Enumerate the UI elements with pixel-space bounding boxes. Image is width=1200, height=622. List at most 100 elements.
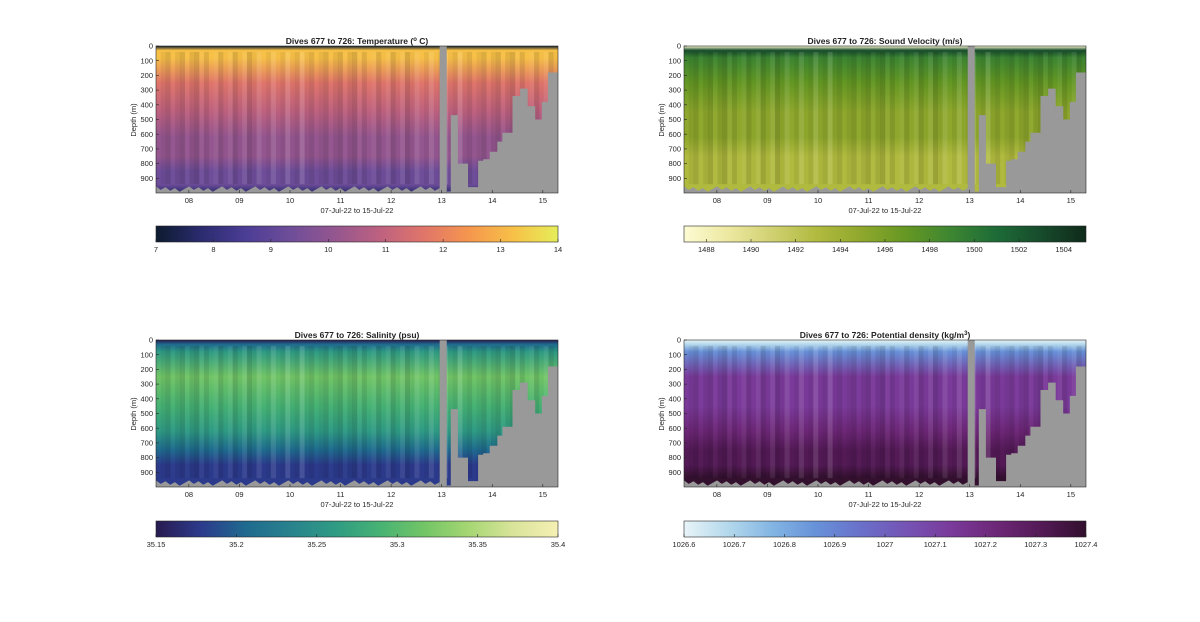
density-x-axis-label: 07-Jul-22 to 15-Jul-22	[849, 500, 922, 509]
density-dive-column	[956, 345, 962, 479]
salinity-dive-column	[381, 346, 386, 478]
temperature-dive-column	[309, 51, 315, 185]
temperature-x-tick-label: 08	[185, 196, 193, 205]
temperature-dive-column	[337, 51, 343, 185]
salinity-dive-column	[227, 345, 233, 479]
salinity-dive-column	[481, 345, 487, 479]
salinity-y-tick-label: 400	[140, 394, 153, 403]
temperature-dive-column	[290, 52, 295, 184]
temperature-dive-column	[294, 51, 300, 185]
salinity-dive-column	[424, 345, 430, 479]
salinity-y-tick-label: 100	[140, 350, 153, 359]
temperature-colorbar-tick-label: 13	[496, 245, 504, 254]
sound-velocity-colorbar-tick-label: 1494	[832, 245, 849, 254]
sound-velocity-dive-column	[765, 52, 770, 184]
salinity-y-tick-label: 0	[149, 336, 153, 345]
sound-velocity-dive-column	[751, 52, 756, 184]
temperature-y-axis-label: Depth (m)	[129, 103, 138, 137]
density-dive-column	[755, 345, 761, 479]
density-dive-column	[804, 346, 809, 478]
density-x-tick-label: 15	[1067, 490, 1075, 499]
density-dive-column	[693, 345, 699, 479]
sound-velocity-colorbar-tick-label: 1504	[1055, 245, 1072, 254]
temperature-x-tick-label: 12	[387, 196, 395, 205]
sound-velocity-dive-column	[856, 52, 861, 184]
density-dive-column	[952, 345, 958, 479]
salinity-y-axis-label: Depth (m)	[129, 397, 138, 431]
sound-velocity-y-tick-label: 0	[677, 42, 681, 51]
sound-velocity-dive-column	[899, 51, 905, 185]
salinity-dive-column	[304, 346, 309, 478]
density-dive-column	[856, 346, 861, 478]
density-dive-column	[889, 345, 895, 479]
density-dive-column	[774, 345, 781, 479]
salinity-dive-column	[194, 345, 200, 479]
salinity-x-tick-label: 11	[337, 490, 345, 499]
temperature-dive-column	[357, 52, 362, 184]
sound-velocity-dive-column	[717, 51, 723, 185]
salinity-dive-column	[199, 346, 204, 478]
panel-potential-density: Dives 677 to 726: Potential density (kg/…	[657, 330, 1097, 549]
sound-velocity-seabed-region	[684, 186, 968, 193]
sound-velocity-dive-column	[918, 51, 924, 185]
temperature-dive-column	[434, 52, 439, 184]
temperature-dive-column	[246, 51, 253, 185]
salinity-dive-column	[395, 346, 400, 478]
sound-velocity-dive-column	[837, 51, 843, 185]
density-dive-column	[713, 346, 718, 478]
sound-velocity-y-tick-label: 200	[668, 71, 681, 80]
salinity-dive-column	[357, 346, 362, 478]
temperature-dive-column	[299, 51, 305, 185]
temperature-dive-column	[223, 52, 228, 184]
sound-velocity-dive-column	[818, 52, 823, 184]
density-dive-column	[1033, 345, 1039, 479]
density-dive-column	[717, 345, 723, 479]
sound-velocity-dive-column	[774, 51, 781, 185]
temperature-dive-column	[280, 51, 286, 185]
salinity-dive-column	[160, 345, 166, 479]
density-dive-column	[707, 345, 714, 479]
temperature-dive-column	[179, 51, 186, 185]
density-dive-column	[861, 345, 867, 479]
temperature-x-axis: 08 09 10 11 12 13 14 15	[185, 190, 547, 205]
temperature-colorbar-tick-label: 8	[211, 245, 215, 254]
sound-velocity-dive-column	[703, 51, 709, 185]
density-dive-column	[1019, 345, 1025, 479]
density-x-tick-label: 13	[966, 490, 974, 499]
sound-velocity-colorbar-tick-label: 1490	[743, 245, 760, 254]
density-dive-column	[765, 346, 770, 478]
sound-velocity-colorbar-tick-label: 1496	[877, 245, 894, 254]
sound-velocity-dive-column	[688, 51, 694, 185]
sound-velocity-dive-column	[827, 51, 833, 185]
salinity-dive-column	[404, 345, 410, 479]
sound-velocity-dive-column	[822, 51, 828, 185]
salinity-dive-column	[343, 346, 348, 478]
panel-salinity: Dives 677 to 726: Salinity (psu) 0 100 200…	[129, 330, 565, 549]
temperature-colorbar-tick-label: 7	[154, 245, 158, 254]
temperature-dive-column	[385, 51, 391, 185]
salinity-x-tick-label: 09	[235, 490, 243, 499]
density-dive-column	[851, 345, 857, 479]
temperature-dive-column	[227, 51, 233, 185]
sound-velocity-dive-column	[755, 51, 761, 185]
temperature-dive-column	[333, 51, 339, 185]
density-colorbar-tick-label: 1027.3	[1024, 540, 1047, 549]
sound-velocity-dive-column	[861, 51, 867, 185]
temperature-dive-column	[237, 52, 242, 184]
sound-velocity-x-axis-label: 07-Jul-22 to 15-Jul-22	[849, 206, 922, 215]
density-dive-column	[985, 345, 991, 479]
density-colorbar-tick-label: 1026.8	[773, 540, 796, 549]
salinity-dive-column	[352, 345, 358, 479]
salinity-x-tick-label: 13	[438, 490, 446, 499]
sound-velocity-dive-column	[722, 51, 728, 185]
sound-velocity-colorbar-tick-label: 1500	[966, 245, 983, 254]
salinity-dive-column	[280, 345, 286, 479]
sound-velocity-chart-title: Dives 677 to 726: Sound Velocity (m/s)	[808, 36, 963, 46]
sound-velocity-dive-column	[962, 52, 967, 184]
salinity-y-tick-label: 200	[140, 365, 153, 374]
temperature-y-tick-label: 0	[149, 42, 153, 51]
temperature-dive-column	[203, 51, 209, 185]
density-chart-title: Dives 677 to 726: Potential density (kg/…	[800, 330, 971, 340]
temperature-dive-column	[491, 51, 497, 185]
sound-velocity-dive-column	[885, 52, 890, 184]
